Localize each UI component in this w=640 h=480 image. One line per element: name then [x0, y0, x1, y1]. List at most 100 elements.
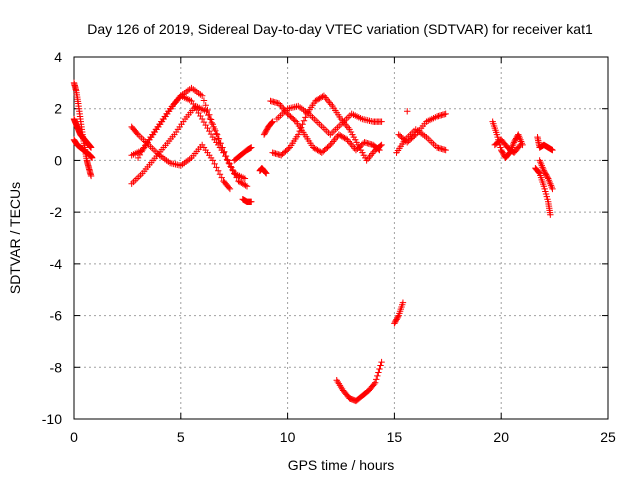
data-point-arc-g — [198, 92, 206, 99]
data-point-arc-o — [371, 379, 379, 386]
data-point-arc-g — [222, 152, 229, 160]
data-point-arc-x — [544, 174, 551, 181]
data-point-arc-m — [377, 142, 384, 149]
data-point-arc-f — [242, 182, 249, 189]
data-point-arc-g — [241, 175, 249, 182]
data-point-arc-u — [516, 143, 523, 150]
y-tick-label: -10 — [42, 411, 62, 427]
data-point-arc-d — [213, 164, 220, 171]
data-point-arc-c — [88, 154, 96, 162]
data-point-arc-o — [370, 380, 378, 388]
data-point-arc-j — [263, 170, 270, 177]
data-point-arc-i — [248, 198, 255, 205]
data-point-arc-f — [213, 131, 221, 138]
data-point-arc-l — [275, 100, 283, 107]
x-tick-label: 25 — [600, 429, 616, 445]
data-point-arc-o — [378, 358, 385, 366]
data-point-arc-p — [399, 299, 407, 306]
data-point-arc-d — [226, 185, 234, 193]
data-point-arc-j — [262, 169, 269, 176]
data-point-arc-q — [442, 146, 449, 154]
y-tick-label: -2 — [50, 204, 63, 220]
data-point-arc-m — [300, 117, 308, 124]
data-point-arc-d — [218, 174, 225, 181]
data-point-arc-m — [299, 121, 306, 128]
data-point-arc-g — [207, 116, 215, 123]
data-point-arc-f — [243, 183, 251, 190]
data-point-arc-g — [227, 163, 234, 170]
data-point-arc-l — [328, 139, 335, 147]
x-axis-title: GPS time / hours — [288, 457, 395, 473]
data-point-arc-m — [296, 127, 303, 135]
data-point-arc-b — [87, 144, 95, 151]
data-point-arc-w — [547, 211, 554, 218]
data-point-arc-o — [373, 376, 380, 383]
data-point-arc-m — [285, 145, 292, 152]
data-point-arc-l — [347, 139, 354, 147]
data-point-arc-g — [204, 106, 211, 114]
data-point-arc-g — [225, 159, 233, 167]
y-axis-title: SDTVAR / TECUs — [7, 182, 23, 294]
data-point-arc-g — [214, 135, 222, 142]
data-point-arc-n — [378, 118, 385, 125]
data-point-arc-x — [549, 185, 556, 193]
y-tick-label: -4 — [50, 256, 63, 272]
data-point-arc-g — [206, 111, 213, 118]
data-point-arc-m — [302, 114, 309, 121]
data-point-arc-g — [200, 97, 208, 104]
data-point-arc-m — [369, 150, 376, 157]
x-tick-label: 10 — [280, 429, 296, 445]
data-point-arc-d — [225, 184, 233, 191]
data-point-arc-g — [229, 166, 236, 174]
data-point-arc-m — [344, 124, 352, 131]
data-point-arc-o — [377, 362, 384, 369]
data-point-arc-g — [213, 130, 220, 137]
chart-title: Day 126 of 2019, Sidereal Day-to-day VTE… — [87, 21, 593, 37]
data-point-arc-d — [209, 157, 217, 164]
data-points — [70, 79, 556, 405]
x-tick-label: 5 — [177, 429, 185, 445]
data-point-arc-g — [216, 139, 224, 147]
data-point-arc-g — [202, 102, 209, 109]
data-point-arc-m — [378, 141, 385, 149]
data-point-arc-k — [269, 118, 276, 125]
data-point-arc-r — [411, 132, 418, 140]
data-point-arc-g — [220, 149, 227, 156]
data-point-arc-d — [211, 160, 218, 168]
plot-frame — [73, 56, 609, 420]
data-point-arc-m — [319, 93, 326, 100]
data-point-arc-a — [87, 172, 95, 180]
data-point-arc-g — [211, 125, 218, 133]
y-tick-label: -6 — [50, 308, 63, 324]
data-point-arc-l — [325, 143, 333, 150]
data-point-arc-m — [295, 131, 302, 138]
data-point-arc-f — [208, 119, 215, 127]
data-point-arc-f — [203, 108, 210, 115]
y-tick-label: -8 — [50, 359, 63, 375]
x-tick-label: 0 — [70, 429, 78, 445]
data-point-arc-v — [549, 146, 556, 154]
x-tick-label: 20 — [493, 429, 509, 445]
data-point-arc-r — [442, 110, 449, 118]
data-point-arc-m — [367, 152, 375, 159]
data-point-arc-m — [364, 155, 372, 162]
data-point-arc-l — [329, 138, 337, 145]
data-point-arc-o — [375, 369, 382, 376]
data-point-arc-s — [404, 108, 411, 115]
data-point-arc-f — [221, 148, 228, 156]
y-tick-label: 2 — [54, 101, 62, 117]
data-point-arc-d — [133, 130, 141, 137]
data-point-arc-m — [322, 94, 329, 101]
x-tick-label: 15 — [387, 429, 403, 445]
y-tick-label: 4 — [54, 49, 62, 65]
data-point-arc-m — [324, 97, 332, 105]
data-point-arc-u — [517, 141, 524, 149]
data-point-arc-l — [291, 117, 298, 124]
data-point-arc-g — [209, 121, 217, 128]
data-point-arc-d — [214, 167, 222, 174]
data-point-arc-k — [268, 119, 276, 126]
y-tick-label: 0 — [54, 152, 62, 168]
grid — [74, 57, 608, 419]
data-point-arc-l — [331, 136, 338, 143]
